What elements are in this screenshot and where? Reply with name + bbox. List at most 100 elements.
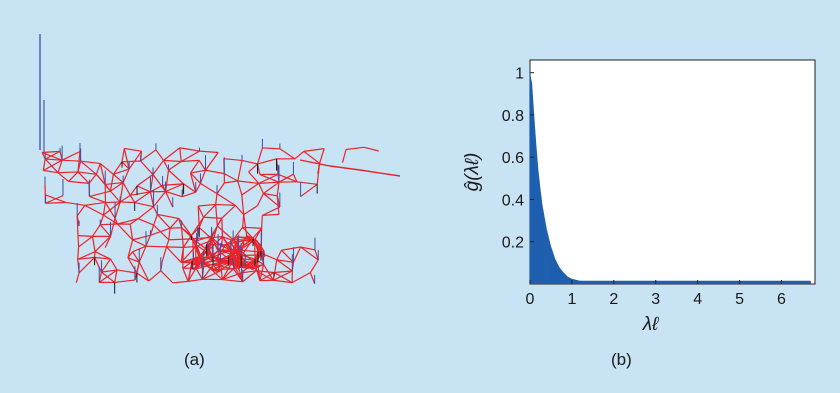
y-tick-label: 0.8 xyxy=(502,108,524,125)
y-tick-label: 0.2 xyxy=(502,235,524,252)
graph-edge xyxy=(145,245,167,248)
graph-edge xyxy=(153,224,170,241)
graph-edge xyxy=(155,149,165,161)
graph-edge xyxy=(110,182,124,192)
graph-edge xyxy=(137,218,154,226)
signal-stems xyxy=(39,34,319,294)
panel-a-label: (a) xyxy=(184,350,205,369)
graph-edge xyxy=(203,216,222,219)
panel-b-label: (b) xyxy=(611,350,632,369)
graph-edge xyxy=(152,174,167,192)
graph-edge xyxy=(241,182,260,196)
graph-edge xyxy=(77,246,80,260)
graph-edge xyxy=(199,150,219,154)
graph-edge xyxy=(42,150,61,154)
graph-edge xyxy=(179,147,200,152)
graph-edge xyxy=(211,225,218,238)
graph-edge xyxy=(222,278,243,283)
graph-edge xyxy=(165,239,170,248)
graph-edge xyxy=(123,148,130,170)
graph-edge xyxy=(221,218,224,237)
graph-edge xyxy=(127,257,138,274)
graph-edge xyxy=(273,270,293,281)
graph-edge xyxy=(221,268,234,280)
graph-edge xyxy=(117,218,139,225)
graph-edge xyxy=(190,216,204,236)
graph-edge xyxy=(117,223,134,241)
graph-edge xyxy=(248,171,260,184)
graph-edge xyxy=(257,158,277,165)
graph-edge xyxy=(112,173,124,183)
y-tick-label: 1 xyxy=(515,66,524,83)
graph-edge xyxy=(165,190,183,198)
graph-edge xyxy=(256,147,263,165)
graph-edge xyxy=(161,246,168,262)
graph-edge xyxy=(341,149,347,163)
graph-edge xyxy=(319,148,325,164)
graph-edge xyxy=(262,147,280,150)
graph-edge xyxy=(99,224,111,237)
graph-edge xyxy=(242,226,262,229)
graph-edge xyxy=(109,190,121,203)
graph-edge xyxy=(237,180,259,184)
graph-edge xyxy=(296,181,318,185)
graph-edge xyxy=(137,206,154,220)
graph-edge xyxy=(80,160,101,165)
graph-edge xyxy=(192,261,202,270)
graph-edge xyxy=(77,251,96,260)
graph-edge xyxy=(68,180,90,184)
graph-edge xyxy=(89,195,106,204)
graph-edge xyxy=(292,246,302,263)
spectrum-area xyxy=(530,72,811,284)
graph-edge xyxy=(252,227,263,239)
graph-edge xyxy=(200,182,218,195)
graph-edge xyxy=(140,160,154,175)
graph-edge xyxy=(57,172,69,182)
graph-edge xyxy=(263,193,281,208)
graph-edge xyxy=(234,205,245,216)
graph-edge xyxy=(114,218,119,225)
graph-edge xyxy=(223,158,243,162)
graph-edge xyxy=(168,169,184,185)
graph-edge xyxy=(345,146,365,151)
graph-edge xyxy=(168,228,171,240)
x-tick-label: 2 xyxy=(609,291,618,308)
graph-edge xyxy=(363,146,379,152)
graph-edge xyxy=(225,236,238,246)
graph-edge xyxy=(225,240,245,246)
graph-edge xyxy=(45,158,63,161)
graph-edge xyxy=(165,183,184,193)
graph-edge xyxy=(300,183,318,198)
graph-edge xyxy=(278,173,294,183)
graph-edge xyxy=(65,201,85,206)
graph-edge xyxy=(196,244,214,258)
y-tick-label: 0.4 xyxy=(502,192,524,209)
graph-edge xyxy=(180,150,200,163)
graph-edge xyxy=(140,149,157,162)
graph-edge xyxy=(237,160,243,182)
graph-edge xyxy=(119,194,131,203)
graph-edge xyxy=(272,259,278,281)
graph-edge xyxy=(162,183,184,186)
graph-edge xyxy=(201,264,214,280)
graph-edge xyxy=(229,263,248,269)
graph-edge xyxy=(153,206,158,215)
graph-edge xyxy=(187,265,193,282)
graph-edge xyxy=(153,214,158,226)
y-tick-label: 0.6 xyxy=(502,150,524,167)
graph-edge xyxy=(104,236,112,248)
graph-edge xyxy=(102,202,106,216)
graph-edge xyxy=(127,251,134,259)
graph-edge xyxy=(256,240,265,252)
graph-edge xyxy=(45,195,64,204)
graph-edge xyxy=(149,224,155,236)
graph-edge xyxy=(281,249,294,263)
graph-edge xyxy=(263,192,278,197)
graph-edge xyxy=(99,214,105,225)
graph-edge xyxy=(100,258,112,273)
graph-edge xyxy=(203,260,214,264)
graph-edge xyxy=(109,258,118,271)
graph-edge xyxy=(182,268,189,282)
graph-edge xyxy=(100,223,118,226)
graph-edge xyxy=(196,244,205,265)
